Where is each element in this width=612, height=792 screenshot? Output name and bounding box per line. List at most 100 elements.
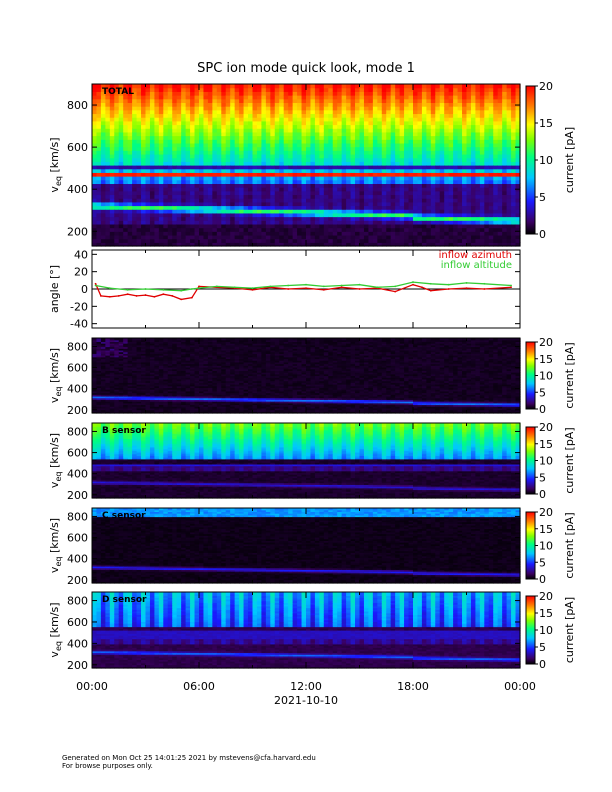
heatmap-cell [119,176,124,180]
heatmap-cell [342,176,347,180]
heatmap-cell [315,169,320,173]
heatmap-cell [186,231,191,235]
heatmap-cell [467,99,472,103]
heatmap-cell [484,187,489,191]
heatmap-cell [467,235,472,239]
heatmap-cell [458,224,463,228]
heatmap-cell [221,125,226,129]
heatmap-cell [373,165,378,169]
heatmap-cell [364,113,369,117]
heatmap-cell [177,228,182,232]
heatmap-cell [328,194,333,198]
heatmap-cell [132,224,137,228]
heatmap-cell [467,110,472,114]
heatmap-cell [449,172,454,176]
heatmap-cell [431,95,436,99]
heatmap-cell [293,84,298,88]
heatmap-cell [137,147,142,151]
heatmap-cell [96,169,101,173]
heatmap-cell [417,102,422,106]
heatmap-cell [435,202,440,206]
heatmap-cell [511,224,516,228]
heatmap-cell [324,99,329,103]
heatmap-cell [306,213,311,217]
heatmap-cell [310,154,315,158]
heatmap-cell [395,220,400,224]
heatmap-cell [471,213,476,217]
heatmap-cell [137,198,142,202]
heatmap-cell [342,128,347,132]
heatmap-cell [284,125,289,129]
heatmap-cell [400,209,405,213]
heatmap-cell [150,106,155,110]
heatmap-cell [217,158,222,162]
heatmap-cell [253,91,258,95]
heatmap-cell [484,128,489,132]
heatmap-cell [302,95,307,99]
heatmap-cell [484,88,489,92]
heatmap-cell [128,224,133,228]
heatmap-cell [270,183,275,187]
heatmap-cell [302,113,307,117]
heatmap-cell [368,231,373,235]
heatmap-cell [154,165,159,169]
heatmap-cell [337,213,342,217]
heatmap-cell [266,194,271,198]
heatmap-cell [502,206,507,210]
heatmap-cell [377,183,382,187]
heatmap-cell [382,206,387,210]
heatmap-cell [453,132,458,136]
heatmap-cell [444,132,449,136]
heatmap-cell [306,125,311,129]
heatmap-cell [105,113,110,117]
heatmap-cell [440,132,445,136]
heatmap-cell [484,194,489,198]
heatmap-cell [462,235,467,239]
heatmap-cell [449,213,454,217]
heatmap-cell [507,95,512,99]
heatmap-cell [279,91,284,95]
heatmap-cell [480,150,485,154]
heatmap-cell [172,99,177,103]
heatmap-cell [404,128,409,132]
heatmap-cell [498,206,503,210]
heatmap-cell [417,172,422,176]
heatmap-cell [507,102,512,106]
heatmap-cell [328,165,333,169]
heatmap-cell [315,183,320,187]
heatmap-cell [377,139,382,143]
heatmap-cell [221,91,226,95]
heatmap-cell [293,113,298,117]
heatmap-cell [368,143,373,147]
heatmap-cell [123,161,128,165]
heatmap-cell [484,191,489,195]
heatmap-cell [346,169,351,173]
heatmap-cell [484,224,489,228]
heatmap-cell [244,180,249,184]
heatmap-cell [471,235,476,239]
heatmap-cell [386,161,391,165]
heatmap-cell [253,150,258,154]
heatmap-cell [346,84,351,88]
heatmap-cell [426,113,431,117]
heatmap-cell [146,169,151,173]
heatmap-cell [221,150,226,154]
heatmap-cell [409,113,414,117]
heatmap-cell [293,176,298,180]
heatmap-cell [101,209,106,213]
heatmap-cell [413,95,418,99]
heatmap-cell [306,183,311,187]
heatmap-cell [386,235,391,239]
heatmap-cell [484,117,489,121]
heatmap-cell [203,128,208,132]
heatmap-cell [119,117,124,121]
heatmap-cell [333,180,338,184]
heatmap-cell [484,132,489,136]
heatmap-cell [159,202,164,206]
heatmap-cell [328,224,333,228]
heatmap-cell [239,139,244,143]
heatmap-cell [480,91,485,95]
heatmap-cell [324,150,329,154]
heatmap-cell [244,136,249,140]
